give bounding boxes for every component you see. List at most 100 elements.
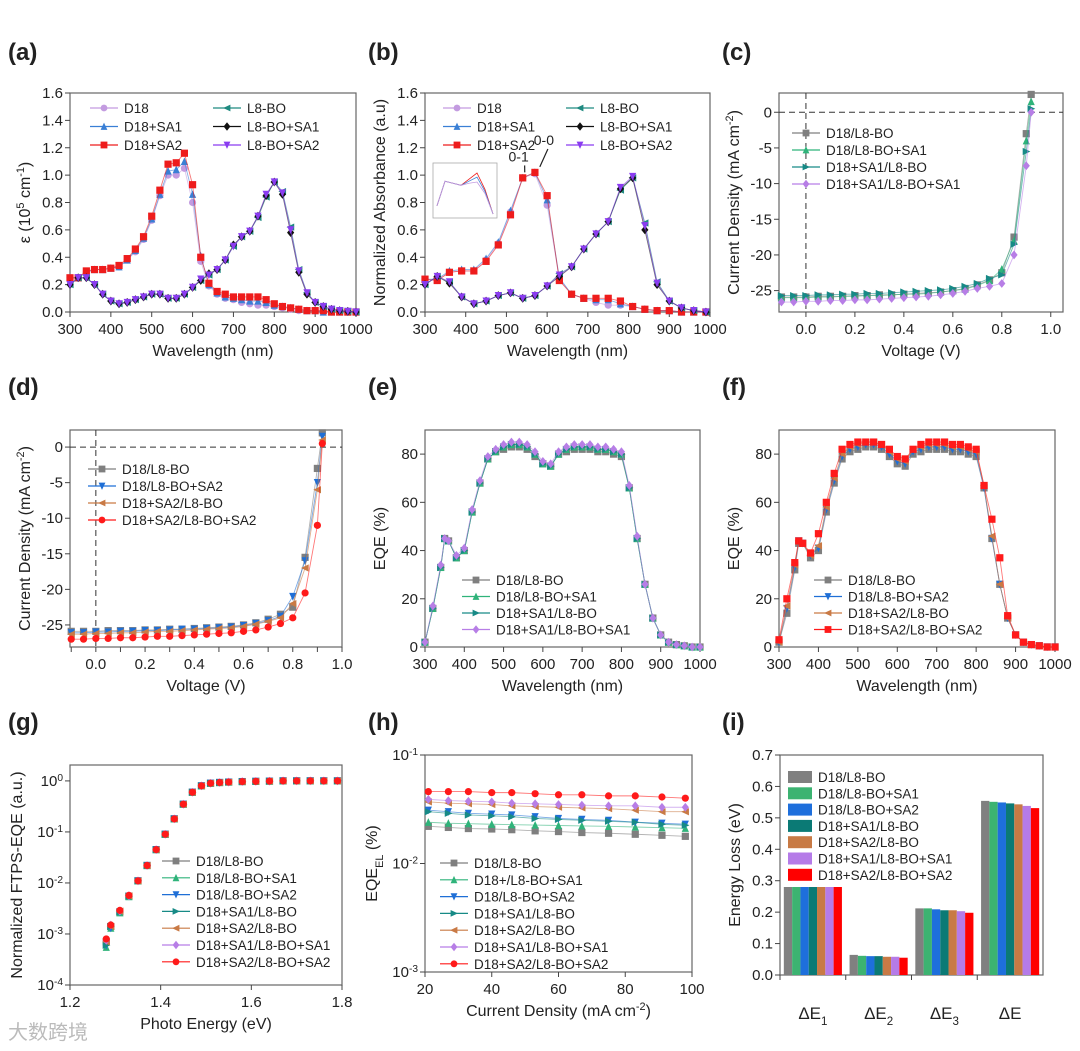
data-point (205, 271, 213, 280)
data-point (107, 297, 115, 306)
x-axis-label: Photo Energy (eV) (140, 1016, 272, 1033)
y-tick-label: 0.2 (752, 904, 773, 921)
legend-item: D18+SA2/L8-BO+SA2 (162, 955, 330, 970)
data-point (688, 642, 696, 652)
data-point (795, 537, 803, 545)
panel-e: (e) 0 20 40 60 80 300 400 500 600 700 800 900 1000 Wav… (368, 374, 717, 695)
data-point (941, 438, 949, 446)
data-point (783, 609, 791, 617)
data-point (488, 789, 496, 797)
legend-item: D18+SA2/L8-BO (88, 496, 223, 511)
plot-frame (69, 764, 343, 986)
x-tick-label: 500 (491, 656, 516, 673)
data-point (421, 281, 429, 289)
y-tick-label: 100 (41, 772, 64, 790)
inset-series-line (436, 180, 494, 215)
data-point (961, 286, 969, 296)
data-point (523, 440, 531, 449)
data-point (862, 438, 870, 446)
legend-item: D18/L8-BO (462, 573, 564, 588)
x-axis-label: Wavelength (nm) (152, 343, 273, 360)
legend-item: D18+SA2/L8-BO (788, 835, 919, 850)
data-point (270, 300, 278, 308)
y-axis-label: Energy Loss (eV) (727, 803, 744, 927)
data-point (531, 790, 539, 798)
data-point (303, 307, 311, 315)
x-tick-label: 0.2 (135, 656, 156, 673)
data-point (814, 542, 823, 550)
x-tick-label: 300 (412, 321, 437, 338)
x-tick-label: 0.6 (233, 656, 254, 673)
legend-item: D18+SA2/L8-BO (440, 923, 575, 938)
legend-label: D18+SA2/L8-BO+SA2 (818, 868, 952, 883)
data-point (444, 536, 453, 546)
data-point (252, 777, 260, 785)
y-tick-label: 0.8 (397, 195, 418, 212)
legend-label: D18/L8-BO+SA1 (826, 143, 927, 158)
data-point (79, 635, 88, 643)
data-point (445, 278, 454, 286)
data-point (653, 307, 661, 315)
bar (874, 956, 883, 975)
legend-item: D18+SA1/L8-BO+SA1 (162, 938, 330, 953)
bar (891, 956, 900, 975)
legend-item: D18+SA2 (90, 138, 182, 153)
panel-label: (d) (8, 374, 39, 401)
legend-label: D18/L8-BO (196, 854, 264, 869)
series-d18-sa2-l8-bo-sa2 (102, 777, 342, 943)
panel-label: (b) (368, 39, 399, 66)
legend-marker (223, 141, 231, 149)
legend-label: D18+SA1/L8-BO (496, 606, 597, 621)
data-point (221, 290, 229, 298)
data-point (554, 791, 563, 799)
legend-label: D18+SA1/L8-BO+SA1 (474, 940, 608, 955)
data-point (172, 165, 180, 174)
data-point (998, 271, 1006, 279)
y-tick-label: 0.8 (42, 195, 63, 212)
y-tick-label: 60 (755, 494, 772, 511)
data-point (631, 830, 639, 838)
data-point (1043, 643, 1051, 651)
x-tick-label: 0.8 (282, 656, 303, 673)
data-point (888, 289, 896, 297)
bar (817, 887, 826, 975)
data-point (973, 284, 981, 293)
data-point (246, 293, 254, 301)
series-d18-sa2-l8-bo (67, 436, 326, 638)
bar (1005, 803, 1015, 975)
panel-a: (a) 0.0 0.2 0.4 0.6 0.8 1.0 1.2 1.4 1.6 300 400 500 6… (8, 39, 373, 360)
legend-item: D18+SA2/L8-BO+SA2 (814, 623, 982, 638)
legend: D18 D18+SA1 D18+SA2 L8-BO L8-BO+SA1 L8-BO+SA2 (90, 101, 319, 153)
series-d18-sa2-l8-bo-sa2 (67, 439, 326, 643)
data-point (604, 801, 613, 811)
legend-marker (453, 104, 461, 112)
data-point (166, 632, 174, 640)
data-point (617, 447, 626, 457)
data-point (429, 601, 437, 611)
data-point (306, 777, 314, 785)
data-point (877, 440, 886, 449)
data-point (791, 559, 799, 567)
data-point (696, 642, 704, 652)
x-tick-label: 300 (766, 656, 791, 673)
legend-item: L8-BO+SA1 (213, 120, 319, 135)
data-point (839, 290, 847, 298)
data-point (460, 543, 468, 553)
data-point (352, 308, 360, 317)
data-point (515, 437, 523, 447)
data-point (131, 296, 139, 304)
data-point (680, 641, 688, 651)
data-point (205, 279, 213, 287)
y-tick-label: 20 (401, 591, 418, 608)
data-point (625, 481, 633, 490)
legend-marker (576, 122, 584, 131)
data-point (909, 445, 917, 453)
legend-marker (472, 592, 480, 600)
x-tick-label: 400 (98, 321, 123, 338)
legend-item: D18/L8-BO+SA2 (440, 890, 575, 905)
legend-marker (824, 609, 832, 617)
data-point (900, 288, 908, 296)
legend-label: D18/L8-BO+SA2 (196, 888, 297, 903)
legend-item: D18/L8-BO+SA1 (788, 786, 919, 801)
series-line (781, 101, 1032, 299)
